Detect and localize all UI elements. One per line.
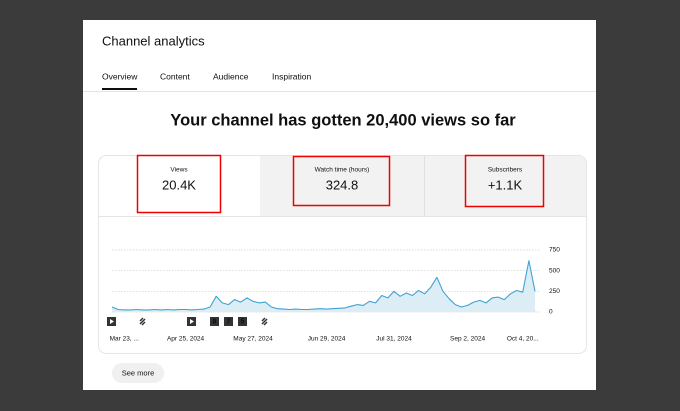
tab[interactable]: Inspiration [272,71,311,81]
tab[interactable]: Content [160,71,190,81]
y-tick-label: 0 [549,309,553,316]
x-tick-label: Mar 23, ... [110,336,139,343]
card-bg [260,156,586,216]
y-tick-label: 250 [549,288,560,295]
icon [110,319,114,324]
metric-value: 20.4K [162,177,196,192]
chart: 0 250 500 750 Mar 23, ... Apr 25, 2024 May 27,… [110,247,561,343]
button-label: See more [122,368,155,377]
y-tick-label: 750 [549,247,560,254]
metric-label: Subscribers [488,167,523,174]
card-divider [424,156,425,216]
icon [139,317,146,326]
x-tick-label: May 27, 2024 [233,336,273,343]
metric-value: +1.1K [488,177,523,192]
highlight-box [136,154,222,214]
icon [238,317,247,326]
icon-label: 7 [227,319,231,326]
x-tick-label: Apr 25, 2024 [167,336,205,343]
icon [210,317,219,326]
metric-label: Watch time (hours) [315,167,370,174]
metric-value: 324.8 [326,177,359,192]
x-tick-label: Jul 31, 2024 [376,336,412,343]
line [111,260,536,311]
metric-label: Views [170,167,188,174]
tab-underline [102,88,137,90]
metric-card[interactable]: Views 20.4K [162,167,196,193]
icon-label: 5 [241,319,245,326]
headline: Your channel has gotten 20,400 views so … [170,111,516,129]
area [112,260,535,312]
tab[interactable]: Overview [102,71,138,81]
icon [261,317,268,326]
card-divider [99,216,586,217]
metric-card[interactable]: Watch time (hours) 324.8 [315,167,370,193]
metric-card[interactable]: Subscribers +1.1K [488,167,523,193]
event-icons: 8 7 5 [107,317,268,326]
divider [83,91,596,92]
y-tick-label: 500 [549,267,560,274]
page-title: Channel analytics [102,33,205,48]
highlight-box [292,155,391,207]
x-tick-label: Sep 2, 2024 [450,336,485,343]
see-more-button[interactable] [112,363,164,383]
icon-label: 8 [213,319,217,326]
tab[interactable]: Audience [213,71,249,81]
x-tick-label: Oct 4, 20... [507,336,539,343]
icon [224,317,233,326]
highlight-box [464,154,545,208]
icon [190,319,194,324]
x-tick-label: Jun 29, 2024 [308,336,346,343]
